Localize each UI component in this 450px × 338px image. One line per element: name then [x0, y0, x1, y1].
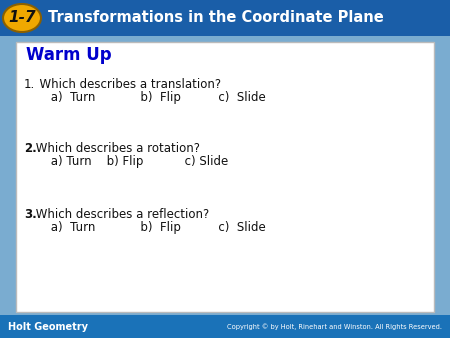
Text: Holt Geometry: Holt Geometry	[8, 321, 88, 332]
Text: a)  Turn            b)  Flip          c)  Slide: a) Turn b) Flip c) Slide	[32, 92, 266, 104]
Text: 1-7: 1-7	[8, 10, 36, 25]
Text: Copyright © by Holt, Rinehart and Winston. All Rights Reserved.: Copyright © by Holt, Rinehart and Winsto…	[227, 323, 442, 330]
FancyBboxPatch shape	[16, 42, 434, 312]
Bar	[0, 0, 450, 36]
Text: Warm Up: Warm Up	[26, 46, 112, 64]
Text: Which describes a reflection?: Which describes a reflection?	[32, 208, 209, 220]
Text: 1.: 1.	[24, 77, 35, 91]
Text: a) Turn    b) Flip           c) Slide: a) Turn b) Flip c) Slide	[32, 155, 228, 169]
Ellipse shape	[3, 4, 41, 32]
Text: 3.: 3.	[24, 208, 37, 220]
Text: Transformations in the Coordinate Plane: Transformations in the Coordinate Plane	[48, 10, 384, 25]
Text: a)  Turn            b)  Flip          c)  Slide: a) Turn b) Flip c) Slide	[32, 221, 266, 235]
Bar	[0, 315, 450, 338]
Text: Which describes a rotation?: Which describes a rotation?	[32, 143, 200, 155]
Text: Which describes a translation?: Which describes a translation?	[32, 77, 221, 91]
Text: 2.: 2.	[24, 143, 37, 155]
